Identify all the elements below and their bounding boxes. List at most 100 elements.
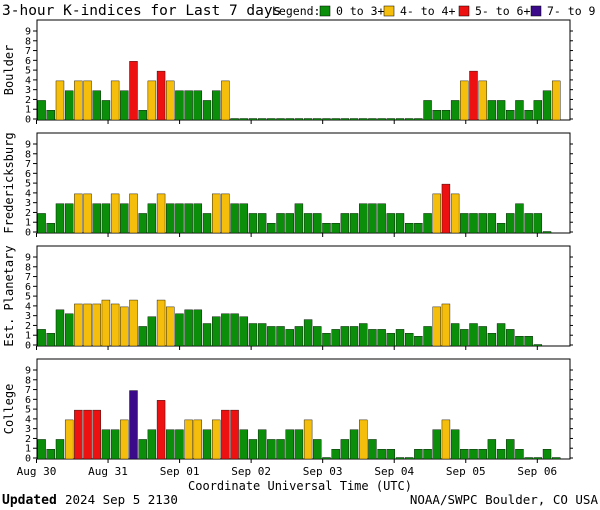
k-index-bar — [276, 118, 285, 121]
y-tick-label: 5 — [25, 292, 31, 303]
k-index-bar — [221, 80, 230, 121]
k-index-bar — [239, 203, 248, 234]
k-index-bar — [478, 326, 487, 347]
y-tick-label: 6 — [25, 169, 31, 180]
y-tick-label: 9 — [25, 366, 31, 377]
k-index-bar — [129, 193, 138, 234]
k-index-bar — [423, 326, 432, 347]
k-index-bar — [460, 329, 469, 347]
k-index-bar — [64, 90, 74, 121]
k-index-bar — [404, 223, 414, 234]
y-tick-label: 3 — [25, 424, 31, 435]
k-index-bar — [193, 203, 203, 234]
k-index-bar — [313, 439, 322, 460]
y-tick-label: 0 — [25, 115, 31, 126]
k-index-bar — [414, 449, 423, 460]
k-index-bar — [303, 419, 313, 460]
k-index-bar — [175, 203, 184, 234]
y-tick-label: 5 — [25, 405, 31, 416]
y-tick-label: 5 — [25, 66, 31, 77]
legend-text-active: 4- to 4+ — [400, 4, 455, 18]
x-tick-label: Sep 05 — [446, 465, 486, 478]
y-tick-label: 3 — [25, 311, 31, 322]
k-index-bar — [239, 118, 248, 121]
k-index-bar — [469, 323, 478, 347]
k-index-bar — [55, 80, 65, 121]
x-tick-label: Aug 30 — [17, 465, 57, 478]
y-tick-label: 8 — [25, 149, 31, 160]
x-axis-label: Coordinate Universal Time (UTC) — [188, 479, 412, 493]
k-index-bar — [276, 326, 285, 347]
k-index-bar — [129, 61, 138, 121]
k-index-bar — [202, 323, 212, 347]
k-index-bar — [267, 223, 276, 234]
k-index-bar — [193, 309, 203, 347]
k-index-bar — [496, 223, 506, 234]
k-index-bar — [74, 303, 83, 347]
x-tick-label: Sep 02 — [231, 465, 271, 478]
y-tick-label: 7 — [25, 159, 31, 170]
k-index-bar — [313, 326, 322, 347]
x-tick-label: Aug 31 — [88, 465, 128, 478]
k-index-bar — [294, 203, 304, 234]
k-index-bar — [138, 110, 147, 121]
legend-swatch-active — [383, 5, 395, 17]
k-index-bar — [211, 419, 221, 460]
k-index-bar — [515, 336, 524, 347]
y-tick-label: 9 — [25, 253, 31, 264]
k-index-bar — [478, 213, 487, 234]
y-tick-label: 2 — [25, 321, 31, 332]
k-index-bar — [147, 316, 157, 347]
k-index-bar — [533, 344, 543, 347]
chart-title: 3-hour K-indices for Last 7 days — [2, 3, 281, 19]
k-index-bar — [221, 409, 230, 460]
k-index-bar — [138, 213, 147, 234]
k-index-bar — [46, 223, 55, 234]
k-index-bar — [193, 419, 203, 460]
k-index-bar — [230, 203, 239, 234]
y-tick-label: 7 — [25, 46, 31, 57]
k-index-bar — [368, 203, 377, 234]
k-index-bar — [432, 429, 441, 460]
k-index-bar — [37, 100, 46, 121]
k-index-bar — [74, 193, 83, 234]
k-index-bar — [184, 203, 193, 234]
k-index-bar — [285, 329, 294, 347]
k-index-bar — [386, 333, 395, 347]
k-index-bar — [340, 439, 350, 460]
k-index-bar — [524, 457, 533, 460]
y-tick-label: 3 — [25, 85, 31, 96]
k-index-bar — [46, 110, 55, 121]
k-index-bar — [404, 118, 414, 121]
y-tick-label: 9 — [25, 27, 31, 38]
k-index-bar — [496, 323, 506, 347]
k-index-bar — [64, 313, 74, 347]
legend-swatch-storm — [458, 5, 470, 17]
k-index-bar — [414, 118, 423, 121]
k-index-bar — [322, 223, 331, 234]
k-index-bar — [322, 457, 331, 460]
y-tick-label: 8 — [25, 375, 31, 386]
k-index-bar — [349, 429, 359, 460]
k-index-bar — [478, 449, 487, 460]
k-index-bar — [92, 203, 101, 234]
y-tick-label: 7 — [25, 272, 31, 283]
k-index-bar — [55, 439, 65, 460]
k-index-bar — [285, 213, 294, 234]
k-index-bar — [55, 309, 65, 347]
k-index-bar — [469, 449, 478, 460]
k-index-bar — [423, 213, 432, 234]
y-tick-label: 9 — [25, 140, 31, 151]
k-index-bar — [478, 80, 487, 121]
k-index-bar — [184, 309, 193, 347]
k-index-bar — [515, 100, 524, 121]
k-index-bar — [404, 333, 414, 347]
k-index-bar — [175, 90, 184, 121]
k-index-bar — [524, 110, 533, 121]
k-index-bar — [120, 90, 129, 121]
k-index-bar — [230, 313, 239, 347]
